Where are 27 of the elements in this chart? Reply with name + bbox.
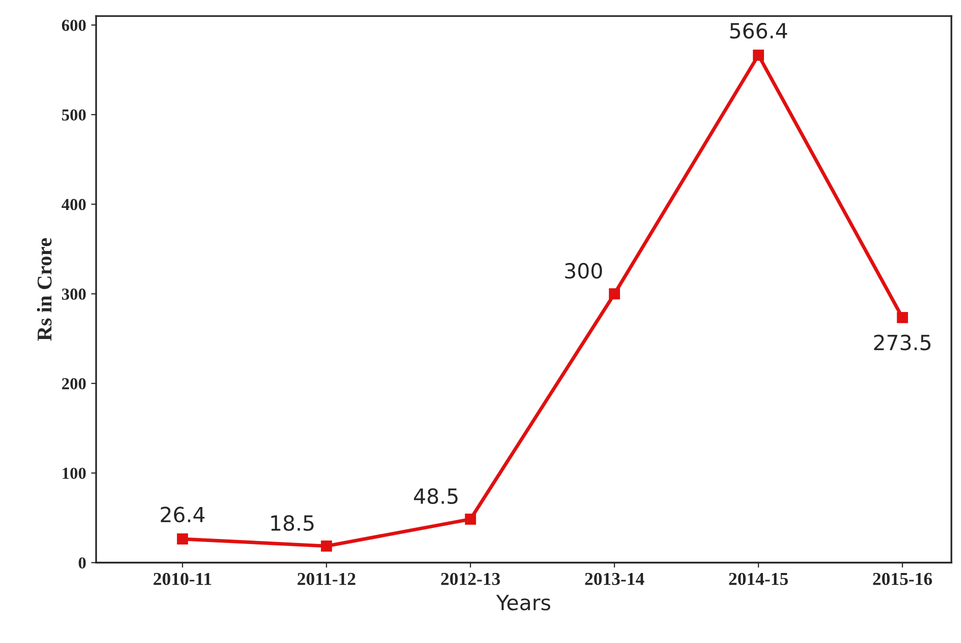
y-tick-label: 200 bbox=[62, 378, 86, 390]
y-tick-label: 500 bbox=[62, 109, 86, 121]
y-tick-label: 600 bbox=[62, 20, 86, 31]
x-tick-label: 2013-14 bbox=[585, 572, 644, 586]
x-tick-label: 2015-16 bbox=[873, 572, 932, 586]
data-label: 566.4 bbox=[730, 22, 788, 39]
x-tick-label: 2010-11 bbox=[154, 572, 212, 586]
x-tick-label: 2014-15 bbox=[729, 572, 788, 586]
data-label: 300 bbox=[565, 262, 602, 279]
point bbox=[608, 288, 620, 300]
point bbox=[752, 50, 764, 61]
y-tick-label: 100 bbox=[62, 468, 86, 479]
data-label: 18.5 bbox=[271, 515, 314, 531]
data-label: 48.5 bbox=[414, 488, 458, 504]
y-tick-label: 400 bbox=[62, 198, 86, 210]
y-axis-title: Rs in Crore bbox=[36, 238, 52, 341]
x-axis-title: Years bbox=[496, 594, 550, 610]
x-tick-label: 2012-13 bbox=[441, 572, 500, 586]
y-tick-label: 0 bbox=[78, 557, 86, 569]
point bbox=[176, 533, 188, 545]
point bbox=[464, 514, 476, 525]
point bbox=[896, 312, 908, 324]
x-tick-label: 2011-12 bbox=[298, 572, 356, 586]
y-tick-label: 300 bbox=[62, 288, 86, 300]
point bbox=[320, 540, 332, 552]
data-label: 273.5 bbox=[874, 334, 930, 350]
data-label: 26.4 bbox=[160, 506, 205, 522]
